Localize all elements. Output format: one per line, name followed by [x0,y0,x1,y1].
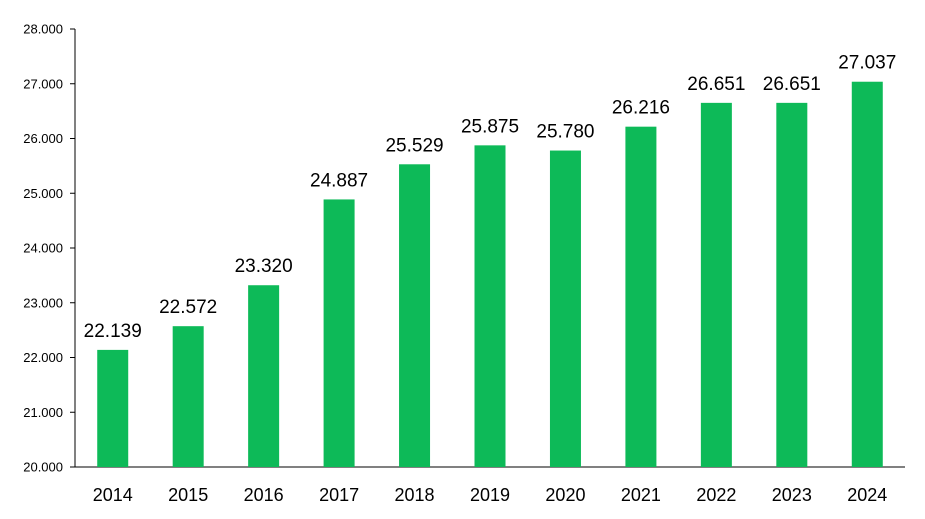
data-labels: 22.139 22.572 23.320 24.887 25.529 25.875 25.7… [84,53,897,342]
data-label: 22.139 [84,321,142,342]
bar-2019 [474,145,506,467]
bars [97,81,883,468]
x-tick-label: 2020 [545,485,585,505]
data-label: 27.037 [838,53,896,74]
x-tick-label: 2022 [696,485,736,505]
bar-2014 [97,349,129,467]
x-tick-label: 2015 [168,485,208,505]
data-label: 22.572 [159,297,217,318]
y-tick-label: 20.000 [23,460,63,475]
data-label: 26.651 [687,74,745,95]
x-tick-label: 2018 [395,485,435,505]
y-tick-label: 21.000 [23,405,63,420]
bar-2022 [700,102,732,467]
x-tick-label: 2019 [470,485,510,505]
y-tick-label: 27.000 [23,76,63,91]
y-tick-label: 23.000 [23,295,63,310]
x-tick-label: 2024 [847,485,887,505]
data-label: 26.651 [763,74,821,95]
y-axis: 20.000 21.000 22.000 23.000 24.000 25.000 26.0… [23,22,76,475]
bar-2015 [172,326,204,467]
data-label: 25.875 [461,116,519,137]
y-tick-label: 25.000 [23,186,63,201]
bar-2017 [323,199,355,467]
x-tick-label: 2017 [319,485,359,505]
bar-2021 [625,126,657,467]
x-tick-label: 2014 [93,485,133,505]
y-tick-label: 24.000 [23,241,63,256]
x-tick-label: 2023 [772,485,812,505]
x-tick-label: 2021 [621,485,661,505]
data-label: 23.320 [235,256,293,277]
y-tick-label: 22.000 [23,350,63,365]
x-tick-label: 2016 [244,485,284,505]
y-tick-label: 28.000 [23,22,63,37]
data-label: 24.887 [310,170,368,191]
data-label: 26.216 [612,98,670,119]
bar-2023 [776,102,808,467]
x-axis: 2014 2015 2016 2017 2018 2019 2020 2021 2022 2023… [75,466,905,505]
bar-2024 [851,81,883,468]
bar-2020 [549,150,581,468]
bar-2018 [399,164,431,468]
data-label: 25.780 [536,122,594,143]
bar-2016 [248,285,280,467]
y-tick-label: 26.000 [23,131,63,146]
data-label: 25.529 [385,135,443,156]
